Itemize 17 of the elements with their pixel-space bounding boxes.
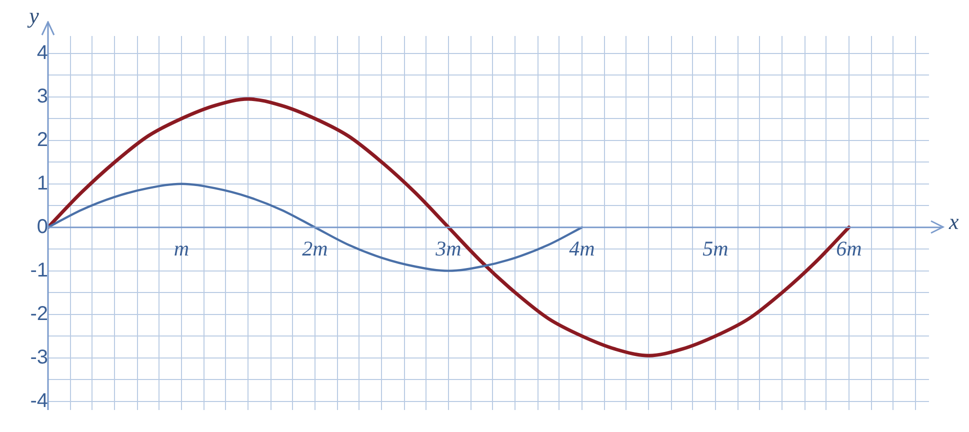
y-axis-title: y: [27, 2, 40, 28]
y-tick-label: 3: [36, 85, 48, 108]
y-tick-label: -1: [30, 259, 48, 282]
x-tick-label: 3m: [434, 236, 462, 260]
y-tick-label: -2: [30, 302, 48, 325]
y-tick-label: 4: [36, 42, 48, 64]
y-tick-label: 0: [36, 216, 48, 238]
x-tick-label: 2m: [302, 236, 328, 260]
x-tick-label: m: [174, 236, 190, 260]
y-tick-label: 2: [36, 128, 48, 151]
y-tick-label: 1: [36, 172, 48, 194]
y-tick-label: -4: [30, 390, 48, 412]
x-axis-title: x: [948, 209, 959, 234]
x-tick-label: 5m: [702, 236, 728, 260]
x-tick-label: 4m: [569, 236, 595, 260]
y-tick-label: -3: [30, 346, 48, 368]
x-tick-label: 6m: [836, 236, 862, 260]
